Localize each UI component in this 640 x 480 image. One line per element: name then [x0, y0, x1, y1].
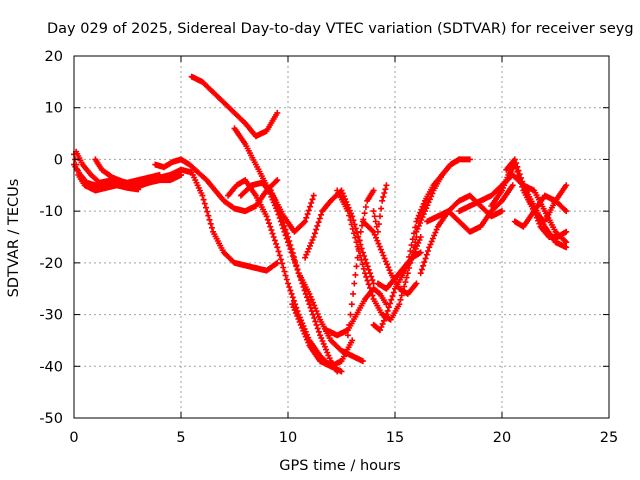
- x-tick-label: 20: [493, 430, 511, 446]
- x-tick-label: 0: [69, 430, 78, 446]
- marker-path-track-13: [289, 301, 356, 370]
- series-track-14: [323, 285, 390, 339]
- marker-path-track-14: [323, 285, 390, 339]
- y-tick-label: -20: [39, 256, 63, 272]
- series-track-29: [503, 156, 570, 240]
- chart-title: Day 029 of 2025, Sidereal Day-to-day VTE…: [47, 21, 634, 37]
- y-tick-label: 0: [54, 152, 63, 168]
- marker-path-track-11: [259, 179, 317, 235]
- y-tick-label: 20: [45, 49, 63, 65]
- marker-path-track-24: [424, 182, 516, 235]
- data-tracks: [71, 73, 570, 375]
- plot-frame: [73, 55, 610, 419]
- series-track-23: [413, 156, 473, 235]
- series-track-7: [188, 73, 281, 140]
- marker-path-track-7: [188, 73, 281, 140]
- marker-path-track-19: [370, 182, 390, 235]
- y-tick-label: -40: [39, 359, 63, 375]
- marker-path-track-5: [152, 156, 281, 215]
- marker-path-track-15: [334, 187, 420, 323]
- x-tick-label: 15: [386, 430, 404, 446]
- series-track-13: [289, 301, 356, 370]
- x-tick-label: 10: [279, 430, 297, 446]
- marker-path-track-23: [413, 156, 473, 235]
- x-tick-label: 5: [176, 430, 185, 446]
- marker-path-track-6: [156, 166, 281, 274]
- series-track-15: [334, 187, 420, 323]
- axis-ticks: 0 5 10 15 20 25 -50 -40 -30 -20 -10 0 10 20: [39, 49, 618, 446]
- series-track-5: [152, 156, 281, 215]
- y-tick-label: -30: [39, 308, 63, 324]
- y-tick-label: -50: [39, 411, 63, 427]
- x-tick-label: 25: [600, 430, 618, 446]
- y-axis-label: SDTVAR / TECUs: [6, 179, 22, 298]
- y-tick-label: -10: [39, 204, 63, 220]
- grid-lines: [74, 56, 609, 418]
- x-axis-label: GPS time / hours: [279, 458, 400, 474]
- series-track-16: [344, 187, 377, 339]
- marker-path-track-16: [344, 187, 377, 339]
- series-track-11: [259, 179, 317, 235]
- marker-path-track-27: [511, 192, 570, 230]
- series-track-6: [156, 166, 281, 274]
- marker-path-track-29: [503, 156, 570, 240]
- series-track-27: [511, 192, 570, 230]
- series-track-24: [424, 182, 516, 235]
- series-track-19: [370, 182, 390, 235]
- y-tick-label: 10: [45, 101, 63, 117]
